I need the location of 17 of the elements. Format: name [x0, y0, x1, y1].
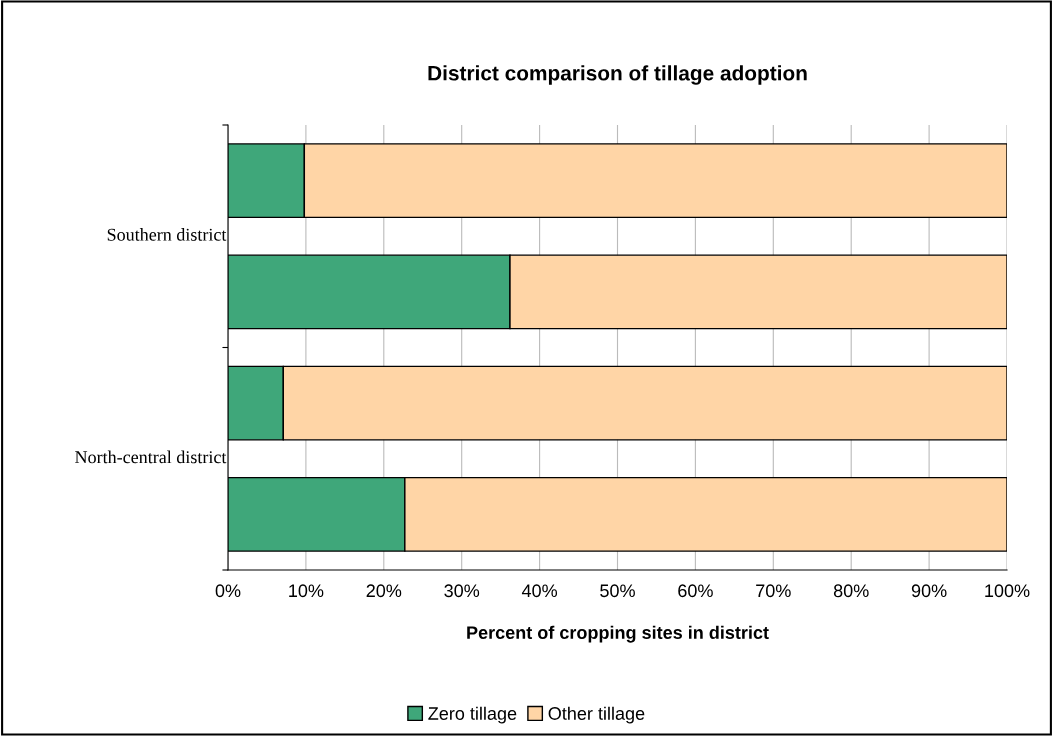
text: Southern district — [107, 228, 227, 241]
x-tick-label: 10% — [289, 584, 324, 598]
x-tick-label: 60% — [678, 584, 713, 598]
x-tick-label: 90% — [911, 584, 947, 598]
x-tick-label: 80% — [833, 584, 869, 598]
text: North-central district — [75, 450, 227, 464]
legend-label: Other tillage — [548, 706, 645, 724]
x-tick-label: 50% — [600, 584, 635, 598]
x-tick-label: 30% — [444, 584, 480, 598]
x-tick-label: 40% — [521, 584, 558, 598]
chart-title: District comparison of tillage adoption — [428, 65, 807, 85]
x-axis-title: Percent of cropping sites in district — [467, 625, 769, 643]
legend-label: Zero tillage — [428, 706, 517, 724]
x-tick-label: 100% — [985, 584, 1030, 598]
x-tick-label: 0% — [215, 584, 241, 598]
x-tick-label: 20% — [366, 584, 402, 598]
x-tick-label: 70% — [756, 584, 791, 598]
